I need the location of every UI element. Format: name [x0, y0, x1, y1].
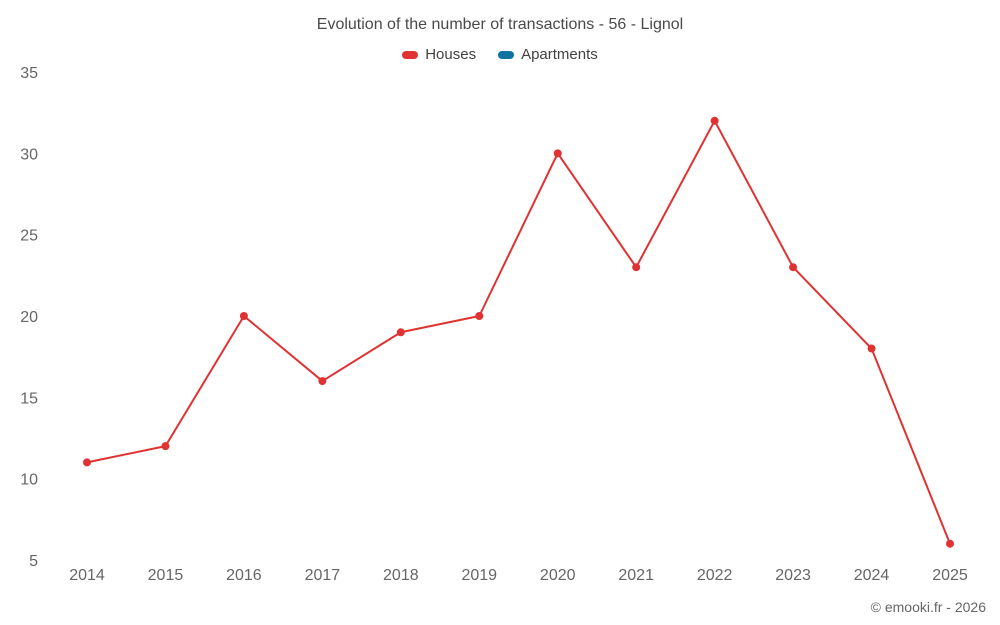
y-axis-tick-label: 25	[20, 228, 38, 245]
x-axis-tick-label: 2025	[932, 567, 968, 584]
houses-data-point[interactable]	[83, 458, 91, 467]
apartments-series-label: Apartments	[521, 46, 598, 63]
houses-data-point[interactable]	[553, 149, 562, 158]
x-axis-tick-label: 2015	[148, 567, 184, 584]
houses-data-point[interactable]	[867, 344, 876, 353]
houses-data-point[interactable]	[789, 263, 798, 272]
x-axis-tick-label: 2019	[461, 567, 497, 584]
x-axis-tick-label: 2022	[697, 567, 733, 584]
houses-series-line	[86, 119, 951, 545]
houses-series-swatch	[402, 50, 419, 59]
y-axis-tick-label: 20	[20, 309, 38, 326]
apartments-series-swatch	[498, 50, 515, 59]
houses-data-point[interactable]	[632, 263, 641, 272]
houses-data-point[interactable]	[318, 377, 327, 386]
y-axis-tick-label: 35	[20, 65, 38, 82]
houses-data-point[interactable]	[161, 442, 170, 451]
y-axis-tick-label: 10	[20, 472, 38, 489]
x-axis-tick-label: 2020	[540, 567, 576, 584]
chart-legend: Houses Apartments	[0, 46, 1000, 63]
legend-item-apartments[interactable]: Apartments	[498, 46, 598, 63]
x-axis-tick-label: 2018	[383, 567, 419, 584]
legend-item-houses[interactable]: Houses	[402, 46, 476, 63]
houses-data-point[interactable]	[710, 116, 719, 125]
houses-data-point[interactable]	[239, 312, 248, 320]
houses-data-point[interactable]	[396, 328, 405, 337]
x-axis-tick-label: 2023	[775, 567, 811, 584]
x-axis-tick-label: 2014	[69, 567, 105, 584]
houses-series-label: Houses	[425, 46, 477, 63]
x-axis-tick-label: 2024	[854, 567, 890, 584]
x-axis-tick-label: 2021	[618, 567, 654, 584]
x-axis-tick-label: 2016	[226, 567, 262, 584]
chart-title: Evolution of the number of transactions …	[316, 16, 684, 33]
y-axis-tick-label: 30	[20, 146, 38, 163]
x-axis-tick-label: 2017	[305, 567, 341, 584]
y-axis-tick-label: 15	[20, 390, 38, 407]
houses-data-point[interactable]	[475, 312, 484, 320]
y-axis-tick-label: 5	[29, 553, 38, 570]
houses-data-point[interactable]	[946, 539, 954, 548]
footer-credit: © emooki.fr - 2026	[870, 599, 986, 615]
